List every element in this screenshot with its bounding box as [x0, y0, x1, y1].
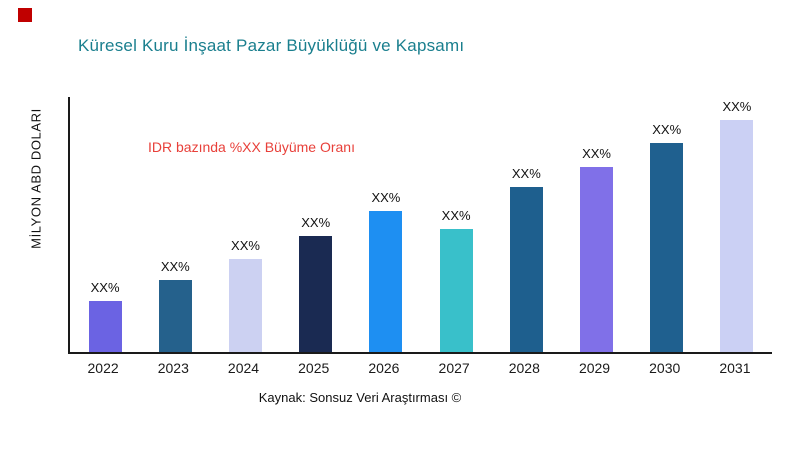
bar-column: XX% — [210, 97, 280, 352]
bar — [509, 187, 543, 352]
plot-area: IDR bazında %XX Büyüme Oranı XX% XX% XX% XX… — [68, 97, 772, 354]
x-tick-label: 2027 — [438, 360, 470, 376]
bar-column: XX% — [140, 97, 210, 352]
x-tick-label: 2031 — [719, 360, 751, 376]
bar-value-label: XX% — [441, 208, 471, 224]
source-caption: Kaynak: Sonsuz Veri Araştırması © — [258, 390, 462, 405]
bar-column: XX% — [632, 97, 702, 352]
bar-value-label: XX% — [90, 280, 120, 295]
bar-column: XX% — [351, 97, 421, 352]
bar — [650, 143, 684, 352]
bar-column: XX% — [702, 97, 772, 352]
chart-title: Küresel Kuru İnşaat Pazar Büyüklüğü ve K… — [78, 36, 465, 55]
growth-annotation: IDR bazında %XX Büyüme Oranı — [148, 139, 355, 155]
bar — [158, 280, 192, 352]
x-tick-label: 2029 — [578, 360, 611, 376]
bar-value-label: XX% — [582, 145, 611, 161]
bar — [299, 236, 333, 352]
x-tick-label: 2028 — [508, 360, 540, 376]
bar-column: XX% — [491, 97, 561, 352]
bar — [369, 210, 403, 352]
x-axis-labels: 2022 2023 2024 2025 2026 2027 2028 2029 2030 2031 — [68, 360, 770, 376]
bar-column: XX% — [70, 97, 140, 352]
bar — [229, 259, 262, 352]
y-axis-label: MİLYON ABD DOLARI — [28, 108, 44, 249]
bar — [439, 229, 473, 352]
bar — [720, 120, 754, 352]
x-tick-label: 2030 — [649, 360, 681, 376]
plot-bars: XX% XX% XX% XX% XX% XX% XX% XX% XX% XX% — [70, 97, 772, 352]
x-tick-label: 2023 — [157, 360, 189, 376]
bar-value-label: XX% — [652, 122, 682, 138]
bar-value-label: XX% — [231, 238, 260, 254]
bar-value-label: XX% — [301, 215, 331, 231]
bar-value-label: XX% — [722, 99, 752, 115]
bar — [88, 301, 122, 352]
x-tick-label: 2025 — [298, 360, 330, 376]
bar-column: XX% — [561, 97, 631, 352]
bar-column: XX% — [421, 97, 491, 352]
bar — [580, 166, 614, 352]
bar-column: XX% — [281, 97, 351, 352]
bar-value-label: XX% — [511, 166, 541, 182]
x-tick-label: 2022 — [87, 360, 119, 376]
bar-value-label: XX% — [371, 189, 401, 205]
brand-mark-square — [18, 8, 32, 22]
x-tick-label: 2024 — [227, 360, 260, 376]
x-tick-label: 2026 — [368, 360, 400, 376]
bar-value-label: XX% — [160, 259, 190, 275]
